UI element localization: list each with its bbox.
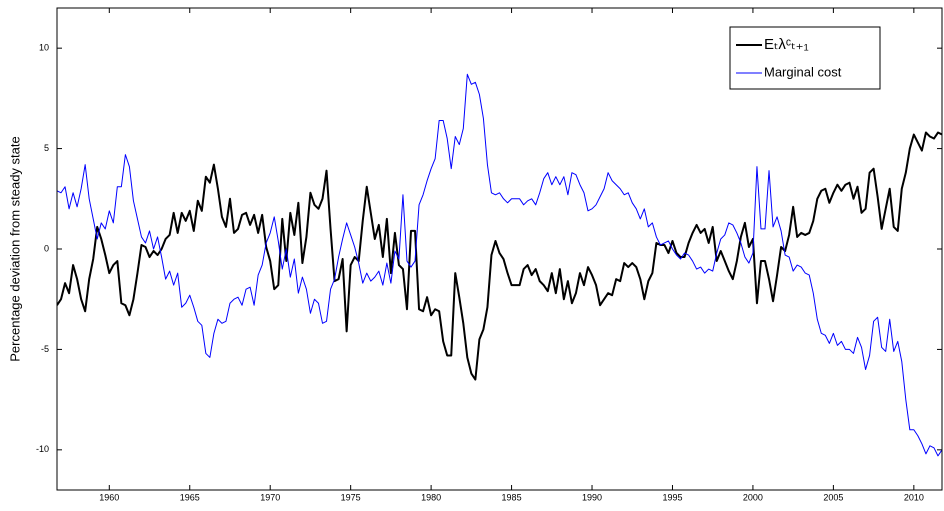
y-tick-label: 5 [44, 143, 49, 153]
y-tick-label: -10 [36, 444, 49, 454]
y-axis-label: Percentage deviation from steady state [7, 136, 22, 361]
legend-box [729, 26, 881, 90]
x-tick-label: 2000 [743, 492, 763, 502]
y-tick-label: 10 [39, 43, 49, 53]
x-tick-label: 1960 [99, 492, 119, 502]
x-tick-label: 1990 [582, 492, 602, 502]
x-tick-label: 1985 [502, 492, 522, 502]
legend-label: Marginal cost [764, 64, 842, 79]
x-tick-label: 1965 [180, 492, 200, 502]
series-line [57, 131, 942, 381]
legend-label: Eₜλᶜₜ₊₁ [764, 36, 809, 53]
x-tick-label: 1970 [260, 492, 280, 502]
y-tick-label: 0 [44, 243, 49, 253]
plot-frame [56, 7, 943, 491]
x-tick-label: 1975 [341, 492, 361, 502]
x-tick-label: 2005 [823, 492, 843, 502]
x-tick-label: 1980 [421, 492, 441, 502]
series-line [57, 73, 942, 457]
y-tick-label: -5 [41, 344, 49, 354]
x-tick-label: 2010 [904, 492, 924, 502]
x-tick-label: 1995 [662, 492, 682, 502]
